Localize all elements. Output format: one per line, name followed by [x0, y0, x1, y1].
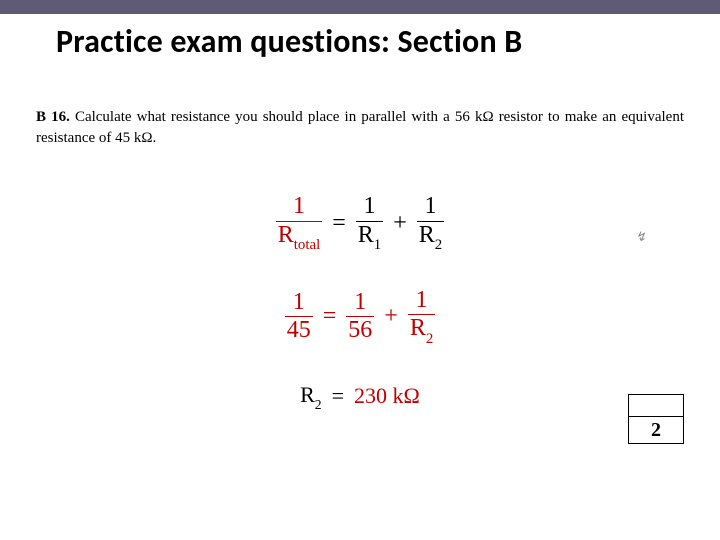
eq1-t2-num: 1: [423, 194, 439, 220]
eq2-t1-num: 1: [352, 290, 368, 316]
page-title: Practice exam questions: Section B: [0, 14, 720, 61]
eq2-plus: +: [384, 303, 398, 330]
marks-value: 2: [629, 417, 683, 443]
header-bar: [0, 0, 720, 14]
eq2-left-den: 45: [285, 317, 313, 343]
eq2-t2-num: 1: [414, 288, 430, 314]
eq2-t1-den: 56: [346, 317, 374, 343]
eq2-equals: =: [323, 303, 337, 330]
eq1-term2-frac: 1 R2: [417, 194, 444, 252]
eq2-left-frac: 1 45: [285, 290, 313, 343]
marks-box: 2: [628, 394, 684, 444]
result-value: 230 kΩ: [354, 383, 420, 409]
eq2-left-num: 1: [291, 290, 307, 316]
eq1-plus: +: [393, 210, 407, 237]
eq1-t1-num: 1: [362, 194, 378, 220]
eq1-left-num: 1: [291, 194, 307, 220]
equation-2: 1 45 = 1 56 + 1 R2: [0, 288, 720, 346]
eq1-equals: =: [332, 210, 346, 237]
question-number: B 16.: [36, 109, 70, 125]
result-equals: =: [332, 383, 344, 409]
question-body: Calculate what resistance you should pla…: [36, 109, 684, 146]
eq2-term2-frac: 1 R2: [408, 288, 435, 346]
eq1-t1-den: R1: [356, 222, 383, 252]
equations-area: 1 Rtotal = 1 R1 + 1 R2 1 45: [0, 194, 720, 411]
question-block: B 16. Calculate what resistance you shou…: [0, 61, 720, 148]
question-text: B 16. Calculate what resistance you shou…: [36, 107, 684, 148]
equation-1: 1 Rtotal = 1 R1 + 1 R2: [0, 194, 720, 252]
eq1-term1-frac: 1 R1: [356, 194, 383, 252]
eq2-t2-den: R2: [408, 315, 435, 345]
marks-top-cell: [629, 395, 683, 417]
eq1-t2-den: R2: [417, 222, 444, 252]
result-lhs: R2: [300, 382, 322, 411]
eq1-left-frac: 1 Rtotal: [276, 194, 322, 252]
eq2-term1-frac: 1 56: [346, 290, 374, 343]
equation-result: R2 = 230 kΩ: [0, 382, 720, 411]
eq1-left-den: Rtotal: [276, 222, 322, 252]
cursor-annotation: ↯: [635, 230, 646, 245]
